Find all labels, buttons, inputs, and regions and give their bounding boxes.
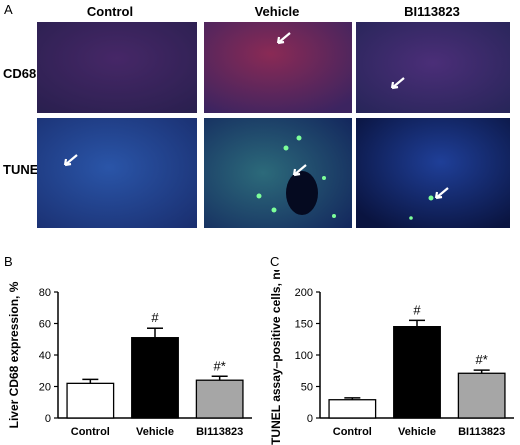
y-tick-label: 150: [295, 319, 313, 331]
micrograph-tunel-control: [37, 118, 197, 228]
y-axis-label: TUNEL assay–positive cells, no: [269, 270, 283, 445]
panel-label-b: B: [4, 254, 13, 269]
significance-annotation: #: [151, 310, 159, 325]
arrow-icon: [390, 77, 405, 90]
significance-annotation: #*: [476, 352, 488, 367]
y-tick-label: 50: [301, 382, 313, 394]
y-tick-label: 200: [295, 287, 313, 299]
bar-vehicle: [393, 326, 441, 419]
chart-tunel: TUNEL assay–positive cells, no 0 50 100 150 2…: [269, 270, 514, 445]
arrow-icon: [434, 187, 449, 200]
y-tick-label: 80: [39, 287, 51, 299]
micrograph-cd68-vehicle: [204, 22, 352, 113]
y-tick-label: 0: [307, 413, 313, 425]
y-tick-label: 0: [45, 413, 51, 425]
x-tick-label: BI113823: [196, 426, 243, 438]
column-header-vehicle: Vehicle: [254, 4, 300, 19]
chart-cd68: Liver CD68 expression, % 0 20 40 60 80 Control…: [7, 281, 252, 438]
y-tick-label: 40: [39, 350, 51, 362]
y-axis-label: Liver CD68 expression, %: [7, 281, 21, 428]
column-header-control: Control: [86, 4, 134, 19]
arrow-icon: [276, 32, 291, 45]
column-header-bi113823: BI113823: [404, 4, 460, 19]
x-tick-label: Control: [333, 426, 372, 438]
micrograph-cd68-control: [37, 22, 197, 113]
arrow-icon: [63, 154, 78, 167]
bar-bi113823: [457, 372, 506, 419]
y-tick-label: 60: [39, 319, 51, 331]
x-tick-label: BI113823: [458, 426, 505, 438]
y-tick-label: 20: [39, 382, 51, 394]
x-tick-label: Vehicle: [136, 426, 174, 438]
micrograph-cd68-bi113823: [356, 22, 510, 113]
panel-label-a: A: [4, 2, 13, 17]
panel-label-c: C: [270, 254, 280, 269]
micrograph-tunel-bi113823: [356, 118, 510, 228]
significance-annotation: #*: [214, 358, 226, 373]
bar-control: [328, 399, 377, 419]
bar-control: [66, 382, 115, 419]
bar-bi113823: [195, 379, 244, 419]
row-header-tunel: TUNEL: [3, 162, 47, 177]
row-header-cd68: CD68: [3, 66, 37, 81]
x-tick-label: Vehicle: [398, 426, 436, 438]
significance-annotation: #: [413, 302, 421, 317]
bar-vehicle: [131, 337, 179, 419]
micrograph-tunel-vehicle: [204, 118, 352, 228]
y-tick-label: 100: [295, 350, 313, 362]
x-tick-label: Control: [71, 426, 110, 438]
arrow-icon: [292, 164, 307, 177]
